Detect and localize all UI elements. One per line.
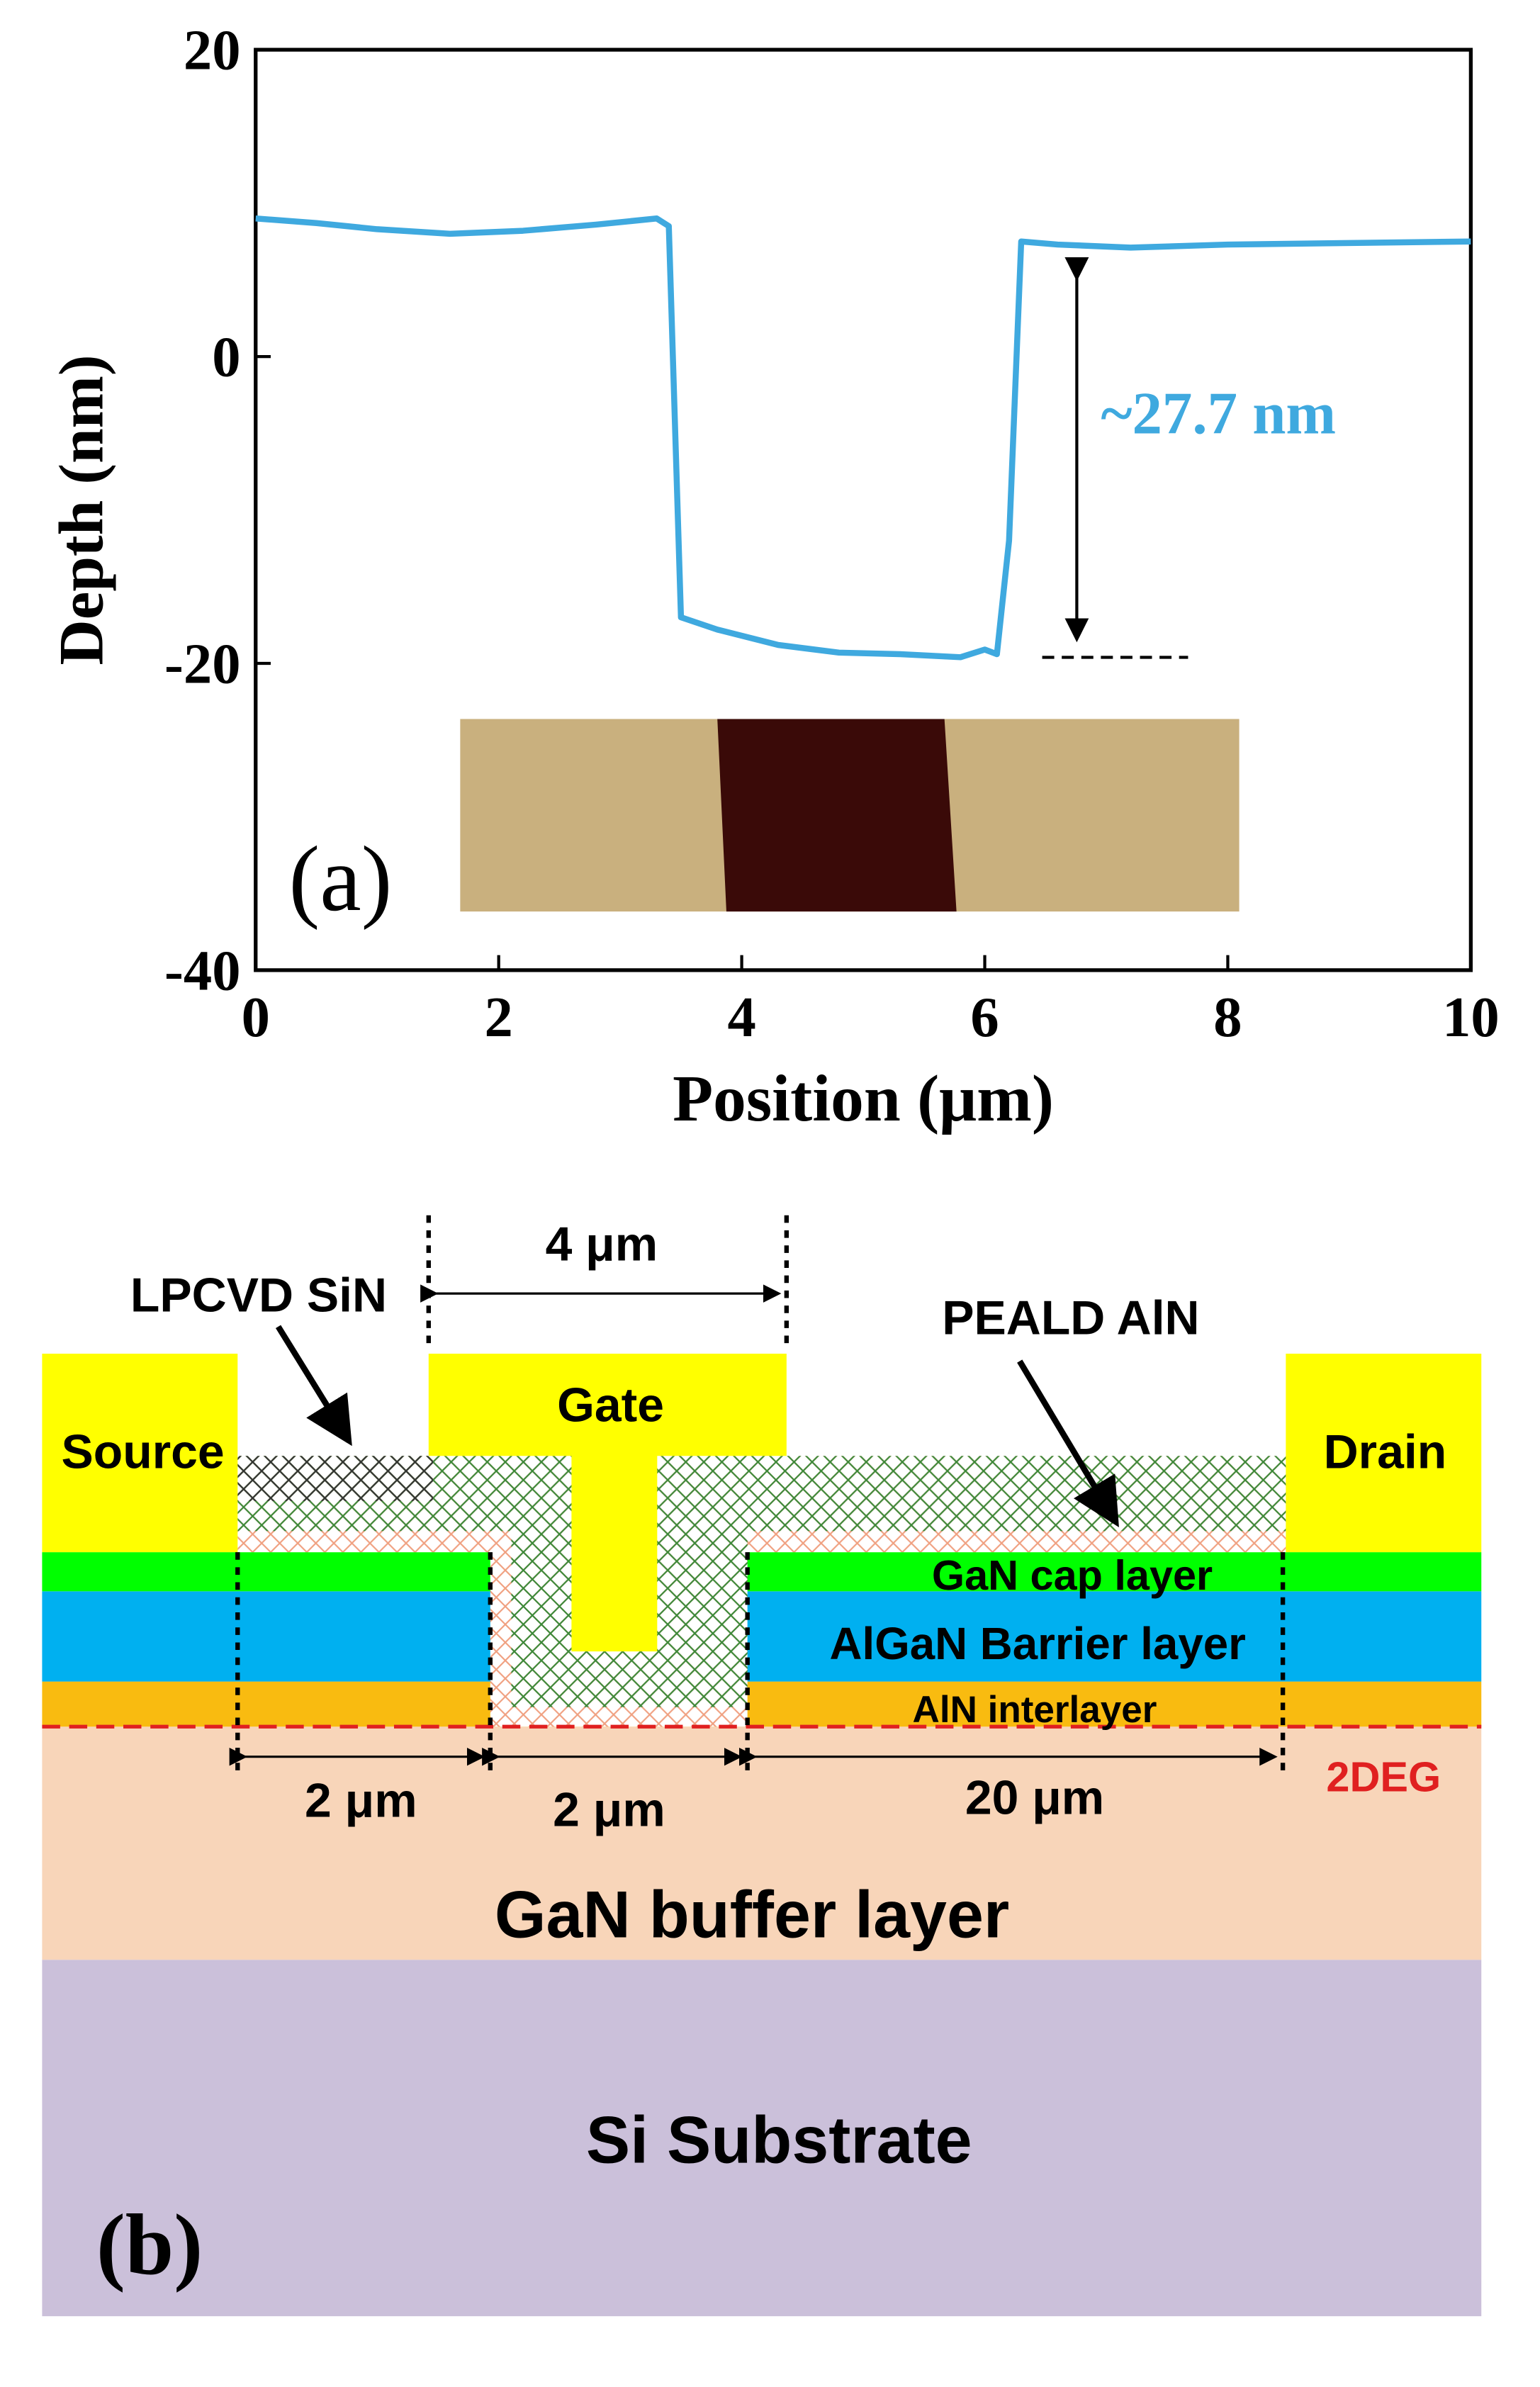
peald-label: PEALD AlN [942,1291,1199,1344]
sin-layer [237,1456,1286,1707]
gap-left-label: 2 μm [305,1775,417,1828]
callout-arrows [275,1325,1119,1527]
x-tick-label: 4 [727,986,755,1049]
x-tick-label: 8 [1213,986,1242,1049]
line [255,215,1471,661]
lpcvd-label: LPCVD SiN [130,1269,387,1322]
x-tick-label: 6 [970,986,999,1049]
2deg-label: 2DEG [1326,1753,1441,1801]
source-contact [42,1354,238,1553]
dim-lines [235,1215,1286,1772]
cap-label: GaN cap layer [932,1551,1213,1599]
x-tick-label: 10 [1442,986,1500,1049]
barrier-layer [42,1591,1482,1682]
panel-label: (b) [96,2196,203,2293]
y-tick-label: 0 [212,326,240,389]
y-axis-label: Depth (nm) [47,354,116,665]
substrate-layer [42,1960,1482,2317]
gate-width-label: 4 μm [546,1218,658,1271]
buffer-label: GaN buffer layer [495,1877,1009,1951]
gate-contact [428,1354,787,1652]
x-tick-label: 2 [485,986,513,1049]
sin-top [237,1456,434,1501]
x-tick-label: 0 [242,986,270,1049]
y-tick-label: 20 [184,19,241,82]
interlayer-label: AlN interlayer [913,1689,1157,1731]
y-tick-label: -40 [164,939,240,1002]
barrier-label: AlGaN Barrier layer [830,1619,1246,1669]
substrate-label: Si Substrate [586,2103,972,2177]
gap-right-label: 20 μm [965,1771,1104,1824]
cap-layer [42,1552,1482,1592]
annotation: ~27.7 nm [1101,380,1336,446]
inset-image [460,719,1240,912]
dim-arrows [229,1284,1278,1766]
y-tick-label: -20 [164,633,240,696]
panel-label: (a) [288,828,392,931]
plot-frame [254,47,1473,972]
chart: ~27.7 nm (a) Position (μm) Depth (nm) 0 2… [47,19,1499,1135]
gate-label: Gate [557,1378,664,1432]
interlayer [42,1681,1482,1727]
diagram: LPCVD SiN 4 μm PEALD AlN Gate Source Dra… [42,1215,1482,2317]
gap-recess-label: 2 μm [553,1783,665,1836]
source-label: Source [62,1425,225,1478]
x-axis-label: Position (μm) [673,1062,1054,1135]
drain-label: Drain [1324,1425,1447,1478]
drain-contact [1286,1354,1482,1553]
